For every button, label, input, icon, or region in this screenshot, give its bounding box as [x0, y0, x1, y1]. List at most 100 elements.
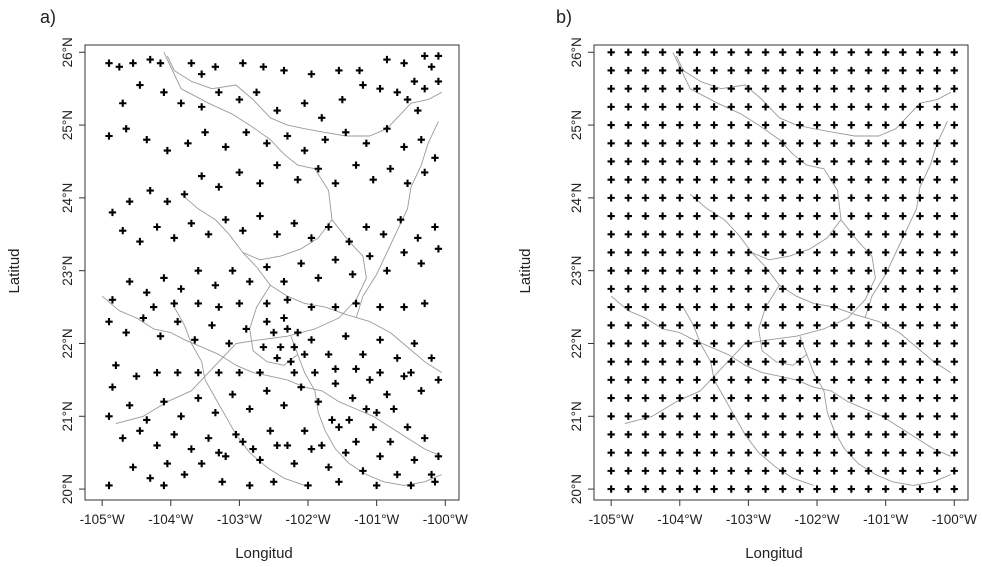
grid-point	[916, 358, 924, 366]
station-point	[273, 161, 281, 169]
station-point	[348, 394, 357, 402]
station-point	[263, 299, 271, 308]
grid-point	[830, 66, 838, 75]
grid-point	[779, 103, 787, 111]
grid-point	[916, 485, 924, 493]
grid-point	[779, 467, 787, 475]
station-point	[328, 416, 336, 424]
grid-point	[830, 339, 838, 348]
station-point	[359, 350, 367, 359]
y-tick-label: 21°N	[569, 401, 584, 431]
grid-point	[693, 358, 701, 366]
station-point	[366, 376, 374, 384]
grid-point	[710, 303, 718, 311]
station-point	[318, 441, 326, 450]
grid-point	[899, 467, 907, 475]
station-point	[153, 223, 161, 231]
grid-point	[727, 430, 735, 439]
grid-point	[624, 394, 632, 402]
grid-point	[641, 103, 650, 111]
grid-point	[641, 339, 650, 348]
grid-point	[813, 121, 821, 129]
grid-point	[813, 212, 821, 220]
grid-point	[882, 48, 890, 56]
grid-point	[727, 339, 735, 348]
grid-point	[676, 139, 684, 147]
grid-point	[796, 230, 804, 238]
grid-point	[693, 194, 701, 202]
grid-point	[693, 248, 701, 257]
grid-point	[710, 285, 718, 293]
station-point	[235, 368, 244, 377]
grid-point	[641, 321, 650, 329]
grid-point	[779, 376, 787, 384]
grid-point	[761, 267, 770, 275]
grid-point	[899, 449, 907, 457]
grid-point	[796, 176, 804, 184]
grid-point	[710, 394, 718, 402]
station-point	[180, 470, 189, 479]
station-point	[235, 299, 244, 308]
grid-point	[761, 48, 770, 56]
grid-point	[933, 157, 941, 166]
grid-point	[693, 485, 701, 493]
station-point	[119, 434, 127, 442]
grid-point	[710, 194, 718, 202]
state-boundary-line	[689, 193, 952, 373]
state-boundary-line	[624, 52, 876, 425]
station-point	[232, 430, 240, 439]
grid-point	[761, 412, 770, 420]
grid-point	[607, 485, 615, 493]
grid-point	[950, 303, 958, 311]
station-point	[369, 423, 377, 431]
grid-point	[950, 376, 958, 384]
grid-point	[830, 412, 838, 420]
grid-point	[658, 66, 667, 75]
station-point	[149, 303, 158, 311]
station-point	[342, 449, 350, 457]
station-point	[129, 59, 137, 67]
station-point	[297, 259, 305, 268]
grid-point	[710, 449, 718, 457]
station-point	[180, 190, 189, 198]
grid-point	[761, 212, 770, 220]
station-point	[348, 270, 357, 278]
grid-point	[641, 248, 650, 257]
station-point	[345, 237, 353, 246]
station-point	[434, 452, 443, 460]
station-point	[211, 281, 220, 289]
station-point	[273, 230, 281, 238]
station-point	[239, 438, 247, 446]
grid-point	[796, 412, 804, 420]
grid-point	[882, 339, 890, 348]
grid-point	[933, 248, 941, 257]
grid-point	[693, 66, 701, 75]
grid-point	[813, 339, 821, 348]
grid-point	[899, 230, 907, 238]
station-point	[314, 398, 322, 406]
grid-point	[916, 394, 924, 402]
grid-point	[607, 157, 615, 166]
y-tick-label: 25°N	[60, 110, 75, 140]
station-point	[376, 85, 384, 93]
state-boundary-line	[115, 52, 367, 425]
station-point	[187, 445, 196, 453]
grid-point	[761, 157, 770, 166]
grid-point	[882, 467, 890, 475]
station-point	[204, 230, 213, 238]
grid-point	[847, 430, 855, 439]
grid-point	[727, 412, 735, 420]
grid-point	[813, 430, 821, 439]
station-point	[283, 132, 292, 140]
station-point	[163, 197, 171, 206]
station-point	[410, 77, 419, 86]
station-point	[290, 368, 298, 377]
grid-point	[744, 66, 753, 75]
grid-point	[624, 303, 632, 311]
grid-point	[761, 66, 770, 75]
grid-point	[916, 230, 924, 238]
station-point	[421, 52, 429, 60]
station-point	[273, 106, 281, 115]
grid-point	[950, 339, 958, 348]
grid-point	[761, 285, 770, 293]
